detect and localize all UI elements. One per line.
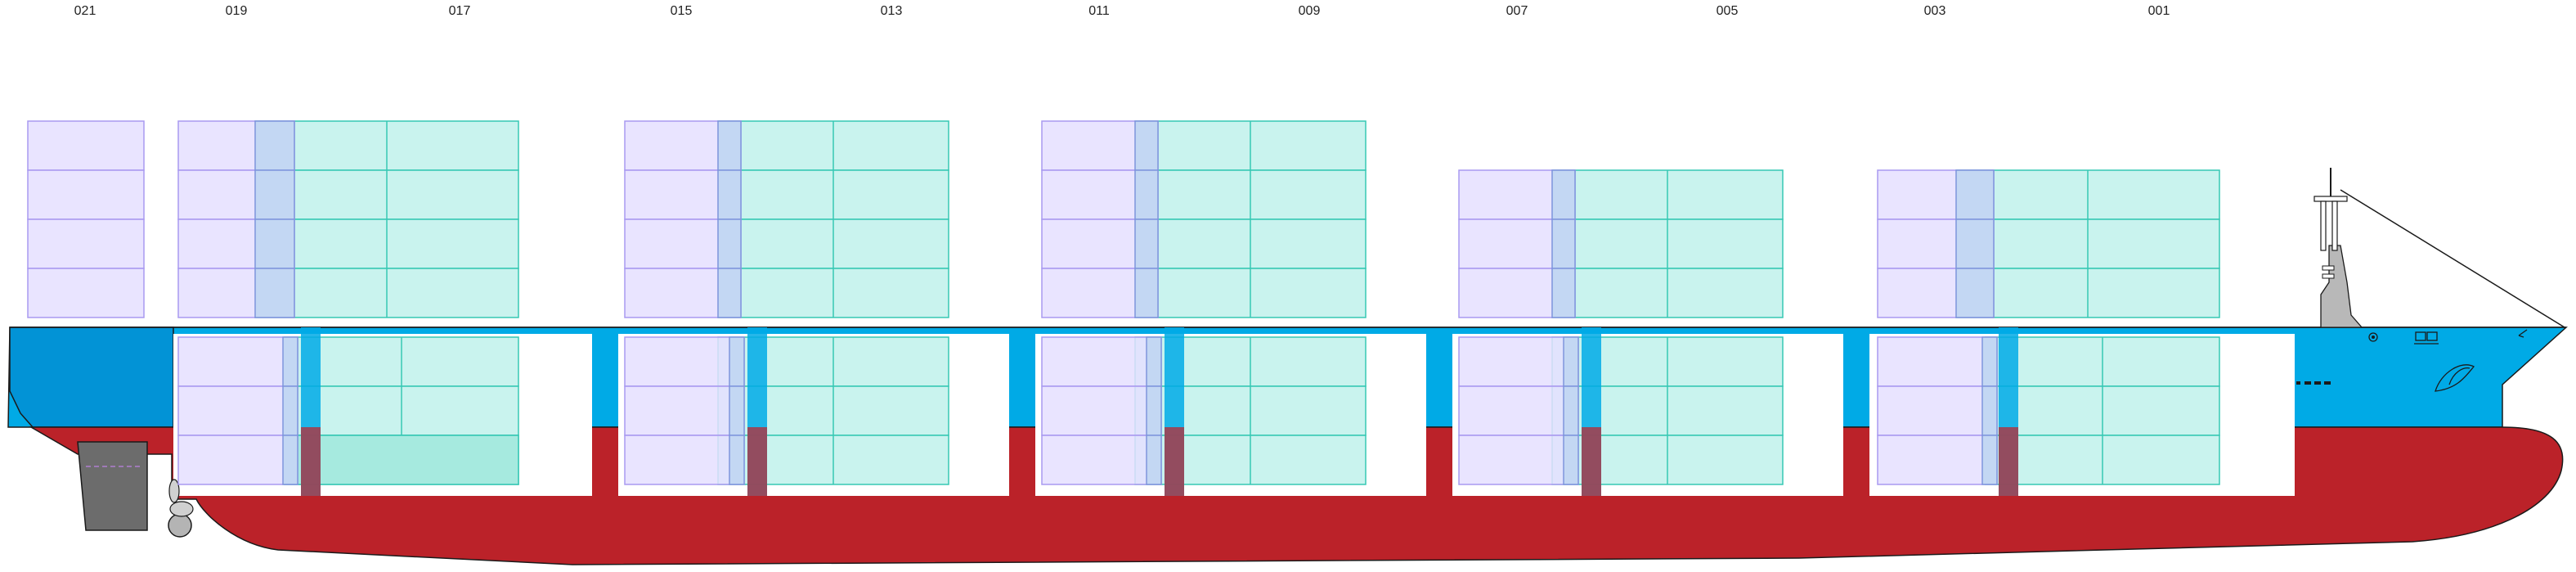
bay-label-017: 017 [449, 4, 471, 18]
container-20ft-hold [1041, 385, 1162, 436]
container-overlap [1563, 336, 1579, 387]
bay-label-011: 011 [1088, 4, 1110, 18]
container-overlap [1551, 268, 1576, 318]
container-overlap [729, 385, 745, 436]
container-overlap [1551, 218, 1576, 269]
container-20ft-hold [177, 385, 298, 436]
container-20ft-hold [177, 435, 298, 485]
propeller-icon [168, 479, 194, 538]
bay-label-013: 013 [881, 4, 903, 18]
bay-label-009: 009 [1299, 4, 1321, 18]
anchor-icon [2368, 332, 2378, 342]
rudder-icon [77, 441, 148, 531]
container-overlap [1981, 435, 1998, 485]
container-overlap [717, 218, 742, 269]
container-20ft [27, 268, 145, 318]
container-overlap [1955, 268, 1995, 318]
container-overlap [729, 336, 745, 387]
container-overlap [1146, 435, 1162, 485]
bay-label-015: 015 [671, 4, 693, 18]
draft-marks [2296, 381, 2331, 385]
stern-section [9, 327, 174, 428]
container-overlap [1134, 169, 1159, 220]
container-overlap [1955, 218, 1995, 269]
container-20ft-hold [1458, 336, 1579, 387]
container-overlap [1563, 435, 1579, 485]
bay-label-019: 019 [226, 4, 248, 18]
bay-label-007: 007 [1506, 4, 1528, 18]
container-overlap [1146, 385, 1162, 436]
container-overlap [1146, 336, 1162, 387]
container-overlap [1134, 268, 1159, 318]
container-20ft-hold [1877, 336, 1998, 387]
container-overlap [1134, 120, 1159, 171]
bay-label-003: 003 [1924, 4, 1946, 18]
container-overlap [282, 336, 298, 387]
container-overlap [254, 169, 295, 220]
container-overlap [717, 120, 742, 171]
container-overlap [282, 385, 298, 436]
mast-icon [2313, 168, 2565, 328]
bay-label-021: 021 [74, 4, 96, 18]
container-overlap [254, 268, 295, 318]
container-overlap [1134, 218, 1159, 269]
container-20ft-hold [624, 385, 745, 436]
container-20ft-hold [1458, 385, 1579, 436]
container-overlap [254, 218, 295, 269]
container-20ft-hold [624, 336, 745, 387]
container-overlap [729, 435, 745, 485]
container-overlap [717, 169, 742, 220]
bulbous-bow-icon [2435, 364, 2475, 392]
container-stacks [27, 120, 2220, 485]
container-overlap [1981, 336, 1998, 387]
container-20ft-hold [177, 336, 298, 387]
container-overlap [717, 268, 742, 318]
container-20ft-hold [1877, 385, 1998, 436]
container-20ft [27, 120, 145, 171]
container-overlap [1981, 385, 1998, 436]
container-20ft-hold [1877, 435, 1998, 485]
bay-label-001: 001 [2148, 4, 2170, 18]
container-20ft [27, 169, 145, 220]
bay-labels: 021 019 017 015 013 011 009 007 005 003 … [74, 4, 2170, 18]
hatch-column-red-sections [301, 427, 2018, 496]
container-overlap [1955, 169, 1995, 220]
bow-thruster-icon [2414, 329, 2528, 345]
container-20ft [27, 218, 145, 269]
container-20ft-hold [1458, 435, 1579, 485]
container-overlap [1563, 385, 1579, 436]
bay-label-005: 005 [1717, 4, 1739, 18]
container-20ft-hold [1041, 435, 1162, 485]
container-20ft-hold [1041, 336, 1162, 387]
container-overlap [254, 120, 295, 171]
container-overlap [282, 435, 298, 485]
container-20ft-hold [624, 435, 745, 485]
container-overlap [1551, 169, 1576, 220]
